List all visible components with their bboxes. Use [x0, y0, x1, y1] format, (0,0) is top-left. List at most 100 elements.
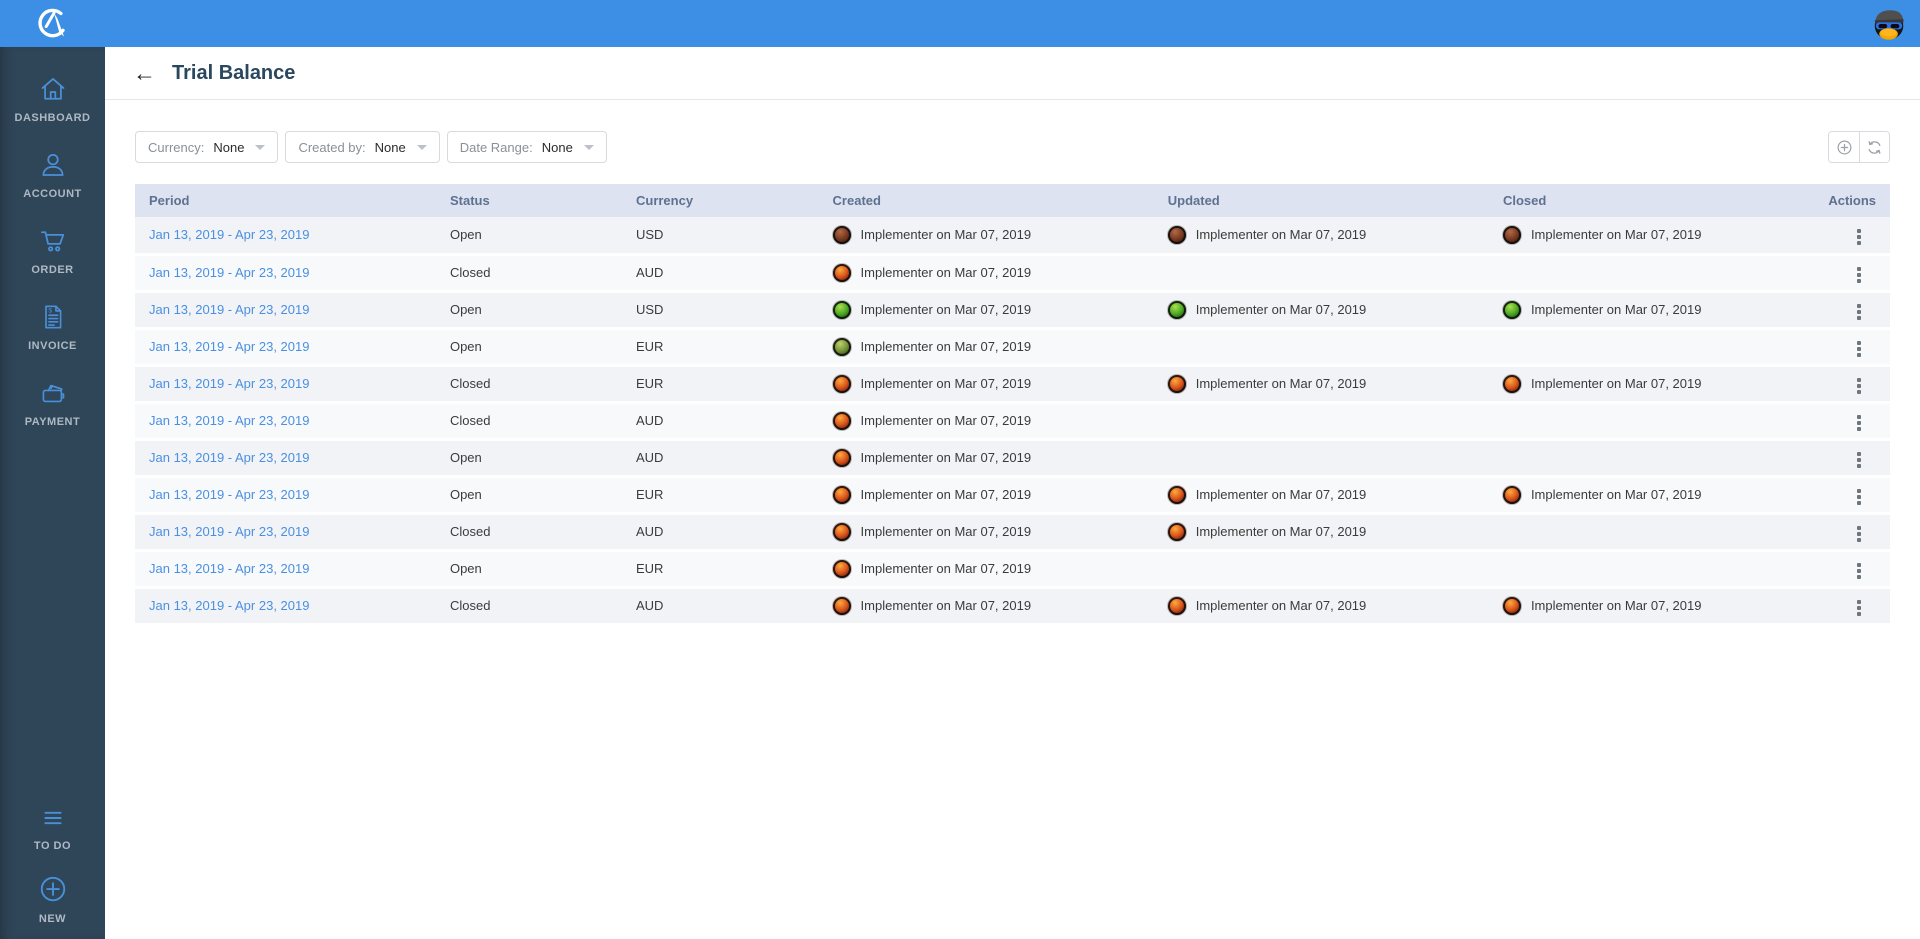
column-header-actions: Actions [1810, 184, 1890, 217]
period-link[interactable]: Jan 13, 2019 - Apr 23, 2019 [149, 598, 310, 613]
period-link[interactable]: Jan 13, 2019 - Apr 23, 2019 [149, 524, 310, 539]
app-logo[interactable] [0, 0, 105, 47]
filter-label: Currency: [148, 139, 205, 155]
home-icon [39, 75, 67, 103]
column-header-currency: Currency [621, 184, 819, 217]
user-avatar [832, 300, 851, 319]
column-header-closed: Closed [1488, 184, 1811, 217]
sidebar-item-payment[interactable]: PAYMENT [0, 379, 105, 428]
closed-cell [1488, 513, 1811, 552]
user-stamp: Implementer on Mar 07, 2019 [1502, 596, 1797, 615]
user-stamp-text: Implementer on Mar 07, 2019 [1195, 376, 1367, 391]
user-avatar [832, 596, 851, 615]
period-link[interactable]: Jan 13, 2019 - Apr 23, 2019 [149, 227, 310, 243]
user-stamp-text: Implementer on Mar 07, 2019 [1530, 598, 1702, 613]
user-stamp-text: Implementer on Mar 07, 2019 [1195, 227, 1367, 243]
filter-value: None [541, 139, 573, 155]
row-actions-menu[interactable] [1854, 560, 1864, 582]
created-by-filter-dropdown[interactable]: Created by: None [285, 131, 440, 163]
created-cell: Implementer on Mar 07, 2019 [818, 550, 1154, 589]
updated-cell: Implementer on Mar 07, 2019 [1153, 513, 1489, 552]
sidebar-nav: DASHBOARD ACCOUNT ORDER $ INVOICE [0, 47, 105, 939]
currency-cell: AUD [621, 587, 819, 626]
row-actions-menu[interactable] [1854, 486, 1864, 508]
updated-cell [1153, 402, 1489, 441]
closed-cell [1488, 439, 1811, 478]
user-avatar [1167, 374, 1186, 393]
hamburger-icon [40, 803, 66, 831]
currency-cell: USD [621, 291, 819, 330]
user-avatar [1167, 300, 1186, 319]
period-link[interactable]: Jan 13, 2019 - Apr 23, 2019 [149, 450, 310, 465]
wallet-icon [39, 379, 67, 407]
user-stamp-text: Implementer on Mar 07, 2019 [860, 227, 1032, 243]
person-icon [39, 151, 67, 179]
row-actions-menu[interactable] [1854, 523, 1864, 545]
period-link[interactable]: Jan 13, 2019 - Apr 23, 2019 [149, 265, 310, 280]
add-button[interactable] [1829, 132, 1859, 162]
closed-cell [1488, 402, 1811, 441]
back-button[interactable]: ← [133, 59, 156, 86]
user-avatar [1502, 300, 1521, 319]
updated-cell [1153, 439, 1489, 478]
user-stamp: Implementer on Mar 07, 2019 [832, 559, 1140, 578]
user-avatar [832, 448, 851, 467]
updated-cell: Implementer on Mar 07, 2019 [1153, 291, 1489, 330]
row-actions-menu[interactable] [1854, 449, 1864, 471]
sidebar-item-order[interactable]: ORDER [0, 227, 105, 276]
period-link[interactable]: Jan 13, 2019 - Apr 23, 2019 [149, 561, 310, 576]
period-link[interactable]: Jan 13, 2019 - Apr 23, 2019 [149, 413, 310, 428]
row-actions-menu[interactable] [1854, 412, 1864, 434]
row-actions-menu[interactable] [1854, 597, 1864, 619]
user-stamp-text: Implementer on Mar 07, 2019 [860, 561, 1032, 576]
svg-text:$: $ [48, 307, 52, 314]
sidebar-item-todo[interactable]: TO DO [0, 803, 105, 852]
sidebar-item-account[interactable]: ACCOUNT [0, 151, 105, 200]
user-stamp-text: Implementer on Mar 07, 2019 [1530, 487, 1702, 502]
user-avatar [1167, 596, 1186, 615]
penguin-avatar-icon [1874, 9, 1904, 40]
status-cell: Open [435, 217, 622, 256]
row-actions-menu[interactable] [1854, 226, 1864, 248]
closed-cell [1488, 254, 1811, 293]
created-cell: Implementer on Mar 07, 2019 [818, 291, 1154, 330]
currency-cell: EUR [621, 328, 819, 367]
row-actions-menu[interactable] [1854, 264, 1864, 286]
user-stamp: Implementer on Mar 07, 2019 [832, 225, 1140, 244]
user-stamp-text: Implementer on Mar 07, 2019 [860, 598, 1032, 613]
period-link[interactable]: Jan 13, 2019 - Apr 23, 2019 [149, 376, 310, 391]
user-menu[interactable] [1870, 7, 1908, 41]
user-stamp-text: Implementer on Mar 07, 2019 [860, 524, 1032, 539]
sidebar-item-invoice[interactable]: $ INVOICE [0, 303, 105, 352]
user-avatar [832, 522, 851, 541]
date-range-filter-dropdown[interactable]: Date Range: None [446, 131, 607, 163]
chevron-down-icon [583, 144, 594, 150]
user-avatar [832, 485, 851, 504]
closed-cell [1488, 550, 1811, 589]
status-cell: Closed [435, 254, 622, 293]
status-cell: Closed [435, 365, 622, 404]
period-link[interactable]: Jan 13, 2019 - Apr 23, 2019 [149, 302, 310, 317]
user-stamp: Implementer on Mar 07, 2019 [1502, 225, 1797, 244]
currency-cell: AUD [621, 254, 819, 293]
table-row: Jan 13, 2019 - Apr 23, 2019 Open AUD Imp… [135, 439, 1890, 478]
row-actions-menu[interactable] [1854, 338, 1864, 360]
currency-filter-dropdown[interactable]: Currency: None [135, 131, 279, 163]
sidebar-item-dashboard[interactable]: DASHBOARD [0, 75, 105, 124]
user-stamp-text: Implementer on Mar 07, 2019 [860, 487, 1032, 502]
row-actions-menu[interactable] [1854, 375, 1864, 397]
sidebar-item-new[interactable]: NEW [0, 876, 105, 925]
user-avatar [832, 263, 851, 282]
currency-cell: EUR [621, 476, 819, 515]
period-link[interactable]: Jan 13, 2019 - Apr 23, 2019 [149, 339, 310, 354]
closed-cell: Implementer on Mar 07, 2019 [1488, 217, 1811, 256]
created-cell: Implementer on Mar 07, 2019 [818, 439, 1154, 478]
user-avatar [1502, 225, 1521, 244]
sidebar-item-label: ACCOUNT [23, 188, 82, 200]
table-row: Jan 13, 2019 - Apr 23, 2019 Closed AUD I… [135, 513, 1890, 552]
period-link[interactable]: Jan 13, 2019 - Apr 23, 2019 [149, 487, 310, 502]
table-body: Jan 13, 2019 - Apr 23, 2019 Open USD Imp… [135, 217, 1890, 626]
updated-cell [1153, 328, 1489, 367]
refresh-button[interactable] [1859, 132, 1889, 162]
row-actions-menu[interactable] [1854, 301, 1864, 323]
